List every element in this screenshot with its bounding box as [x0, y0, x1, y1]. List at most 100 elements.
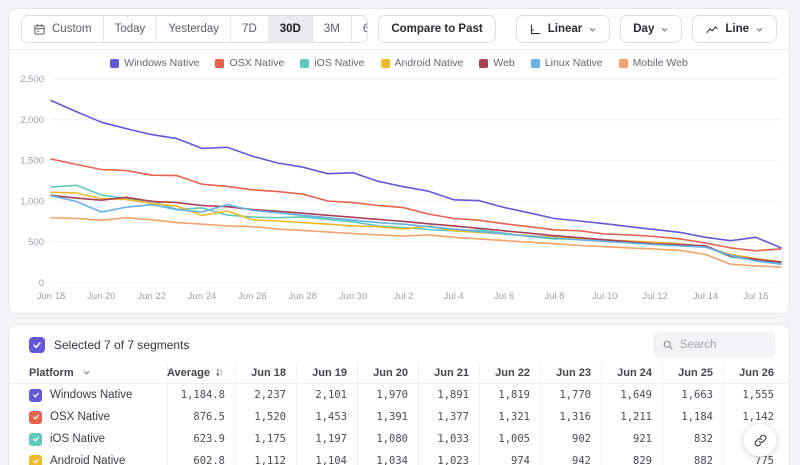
date-range-group: CustomTodayYesterday7D30D3M6M12M	[21, 15, 369, 43]
compare-to-past-button[interactable]: Compare to Past	[378, 15, 496, 43]
legend-item-osx-native[interactable]: OSX Native	[215, 57, 284, 69]
range-label: Custom	[52, 23, 92, 35]
legend-label: Windows Native	[124, 57, 200, 69]
svg-text:Jul 16: Jul 16	[743, 291, 768, 302]
value-cell: 1,891	[418, 384, 479, 406]
platform-name: Android Native	[50, 455, 126, 465]
selected-count-label: Selected 7 of 7 segments	[54, 338, 190, 352]
column-header-platform[interactable]: Platform	[29, 362, 167, 383]
value-cell: 1,080	[357, 428, 418, 450]
column-header-jun-23[interactable]: Jun 23	[540, 362, 601, 383]
value-cell: 1,649	[601, 384, 662, 406]
scale-dropdown[interactable]: Linear	[515, 15, 611, 43]
interval-dropdown[interactable]: Day	[620, 15, 683, 43]
date-header-label: Jun 25	[678, 366, 713, 379]
value-cell: 974	[479, 450, 540, 465]
chevron-down-icon	[588, 25, 597, 34]
table-row-ios-native[interactable]: iOS Native 623.9 1,175 1,197 1,080 1,033 1,005…	[9, 428, 789, 450]
range-3m[interactable]: 3M	[312, 16, 352, 42]
value-cell: 1,555	[723, 384, 784, 406]
line-chart[interactable]: 0 500 1,000 1,500 2,000 2,500 Jun 18 Jun 20 Jun …	[9, 71, 789, 309]
column-header-jun-25[interactable]: Jun 25	[662, 362, 723, 383]
value-cell: 1,316	[540, 406, 601, 428]
svg-text:Jun 22: Jun 22	[137, 291, 166, 302]
legend-label: Android Native	[394, 57, 464, 69]
chart-type-dropdown[interactable]: Line	[692, 15, 777, 43]
legend-item-android-native[interactable]: Android Native	[380, 57, 464, 69]
range-6m[interactable]: 6M	[351, 16, 368, 42]
svg-text:Jun 30: Jun 30	[339, 291, 368, 302]
range-label: 30D	[279, 23, 301, 35]
legend-item-linux-native[interactable]: Linux Native	[530, 57, 603, 69]
date-header-label: Jun 21	[434, 366, 469, 379]
search-box[interactable]	[653, 332, 775, 358]
value-cell: 1,520	[235, 406, 296, 428]
platform-header-label: Platform	[29, 366, 74, 379]
svg-text:Jul 2: Jul 2	[393, 291, 413, 302]
legend-item-mobile-web[interactable]: Mobile Web	[618, 57, 688, 69]
value-cell: 942	[540, 450, 601, 465]
column-header-jun-24[interactable]: Jun 24	[601, 362, 662, 383]
column-header-jun-19[interactable]: Jun 19	[296, 362, 357, 383]
value-cell: 1,034	[357, 450, 418, 465]
column-header-jun-26[interactable]: Jun 26	[723, 362, 784, 383]
value-cell: 1,663	[662, 384, 723, 406]
average-cell: 1,184.8	[167, 384, 235, 406]
column-header-average[interactable]: Average	[167, 362, 235, 383]
row-checkbox[interactable]	[29, 454, 42, 465]
line-chart-icon	[705, 23, 719, 36]
legend-swatch	[110, 58, 120, 68]
value-cell: 1,453	[296, 406, 357, 428]
svg-text:Jul 12: Jul 12	[642, 291, 667, 302]
value-cell: 1,391	[357, 406, 418, 428]
column-header-jun-18[interactable]: Jun 18	[235, 362, 296, 383]
column-header-jun-21[interactable]: Jun 21	[418, 362, 479, 383]
date-header-label: Jun 26	[739, 366, 774, 379]
value-cell: 1,819	[479, 384, 540, 406]
share-link-button[interactable]	[743, 423, 777, 457]
search-icon	[662, 339, 674, 351]
table-row-windows-native[interactable]: Windows Native 1,184.8 2,237 2,101 1,970 1,89…	[9, 384, 789, 406]
value-cell: 1,104	[296, 450, 357, 465]
value-cell: 832	[662, 428, 723, 450]
row-checkbox[interactable]	[29, 388, 42, 402]
date-header-label: Jun 23	[556, 366, 591, 379]
svg-text:Jun 18: Jun 18	[37, 291, 66, 302]
segments-table-card: Selected 7 of 7 segments Platform Average…	[8, 324, 790, 465]
range-today[interactable]: Today	[103, 16, 158, 42]
chart-toolbar: CustomTodayYesterday7D30D3M6M12M Compare…	[9, 9, 789, 50]
svg-text:1,000: 1,000	[20, 196, 44, 207]
value-cell: 775	[723, 450, 784, 465]
value-cell: 1,197	[296, 428, 357, 450]
select-all-checkbox[interactable]	[29, 337, 45, 353]
row-checkbox[interactable]	[29, 432, 42, 446]
svg-text:Jun 24: Jun 24	[188, 291, 217, 302]
table-row-android-native[interactable]: Android Native 602.8 1,112 1,104 1,034 1,023 9…	[9, 450, 789, 465]
legend-item-windows-native[interactable]: Windows Native	[110, 57, 199, 69]
range-custom[interactable]: Custom	[22, 16, 104, 42]
legend-swatch	[479, 58, 489, 68]
row-checkbox[interactable]	[29, 410, 42, 424]
column-header-jun-20[interactable]: Jun 20	[357, 362, 418, 383]
legend-item-ios-native[interactable]: iOS Native	[300, 57, 365, 69]
value-cell: 1,377	[418, 406, 479, 428]
platform-cell: Windows Native	[29, 384, 167, 406]
link-icon	[753, 433, 768, 448]
column-header-jun-22[interactable]: Jun 22	[479, 362, 540, 383]
svg-text:1,500: 1,500	[20, 156, 44, 167]
table-row-osx-native[interactable]: OSX Native 876.5 1,520 1,453 1,391 1,377 1,321…	[9, 406, 789, 428]
value-cell: 1,184	[662, 406, 723, 428]
legend-item-web[interactable]: Web	[479, 57, 515, 69]
value-cell: 1,211	[601, 406, 662, 428]
value-cell: 1,321	[479, 406, 540, 428]
chevron-down-icon	[82, 368, 91, 377]
average-header-label: Average	[166, 366, 210, 379]
range-yesterday[interactable]: Yesterday	[157, 16, 232, 42]
range-30d[interactable]: 30D	[268, 16, 313, 42]
legend-label: Web	[493, 57, 515, 69]
value-cell: 2,101	[296, 384, 357, 406]
range-7d[interactable]: 7D	[231, 16, 269, 42]
search-input[interactable]	[680, 339, 766, 351]
legend-swatch	[300, 58, 310, 68]
average-cell: 602.8	[167, 450, 235, 465]
